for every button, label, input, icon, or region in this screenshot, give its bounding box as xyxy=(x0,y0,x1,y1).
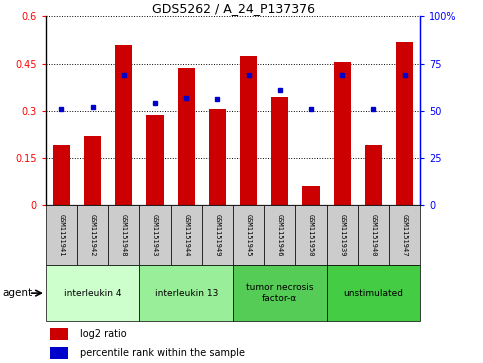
Bar xyxy=(115,45,132,205)
Bar xyxy=(140,205,170,265)
Bar xyxy=(389,205,420,265)
Text: GSM1151950: GSM1151950 xyxy=(308,214,314,256)
Bar xyxy=(365,145,382,205)
Bar xyxy=(358,205,389,265)
Title: GDS5262 / A_24_P137376: GDS5262 / A_24_P137376 xyxy=(152,2,314,15)
Text: GSM1151946: GSM1151946 xyxy=(277,214,283,256)
Text: GSM1151948: GSM1151948 xyxy=(121,214,127,256)
Text: percentile rank within the sample: percentile rank within the sample xyxy=(80,348,244,358)
Text: interleukin 4: interleukin 4 xyxy=(64,289,121,298)
Bar xyxy=(209,109,226,205)
Bar xyxy=(334,62,351,205)
Bar xyxy=(50,328,69,340)
Bar xyxy=(202,205,233,265)
Bar xyxy=(264,205,296,265)
Bar xyxy=(77,205,108,265)
Text: tumor necrosis
factor-α: tumor necrosis factor-α xyxy=(246,284,313,303)
Text: GSM1151944: GSM1151944 xyxy=(183,214,189,256)
Text: GSM1151943: GSM1151943 xyxy=(152,214,158,256)
Text: interleukin 13: interleukin 13 xyxy=(155,289,218,298)
Text: GSM1151940: GSM1151940 xyxy=(370,214,376,256)
Bar xyxy=(146,115,164,205)
Bar xyxy=(170,205,202,265)
Text: GSM1151945: GSM1151945 xyxy=(246,214,252,256)
Bar xyxy=(53,145,70,205)
Bar xyxy=(50,347,69,359)
Bar xyxy=(140,265,233,321)
Bar xyxy=(302,186,320,205)
Bar xyxy=(84,136,101,205)
Bar xyxy=(46,265,140,321)
Bar xyxy=(271,97,288,205)
Bar xyxy=(233,205,264,265)
Bar xyxy=(296,205,327,265)
Bar xyxy=(233,265,327,321)
Bar xyxy=(178,68,195,205)
Text: log2 ratio: log2 ratio xyxy=(80,329,126,339)
Bar xyxy=(108,205,140,265)
Bar xyxy=(46,205,77,265)
Text: GSM1151947: GSM1151947 xyxy=(401,214,408,256)
Bar xyxy=(240,56,257,205)
Text: unstimulated: unstimulated xyxy=(343,289,403,298)
Text: GSM1151939: GSM1151939 xyxy=(339,214,345,256)
Bar xyxy=(396,41,413,205)
Bar xyxy=(327,205,358,265)
Text: agent: agent xyxy=(2,288,32,298)
Bar xyxy=(327,265,420,321)
Text: GSM1151949: GSM1151949 xyxy=(214,214,220,256)
Text: GSM1151942: GSM1151942 xyxy=(90,214,96,256)
Text: GSM1151941: GSM1151941 xyxy=(58,214,65,256)
